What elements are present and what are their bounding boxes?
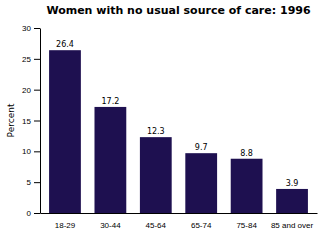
y-tick: 10 [22, 147, 40, 156]
bar [140, 137, 172, 213]
bar [49, 50, 81, 213]
x-tick: 30-44 [100, 221, 121, 230]
y-tick-mark [34, 28, 40, 29]
x-tick: 85 and over [271, 221, 314, 230]
x-tick-label: 18-29 [55, 221, 76, 230]
y-tick-label: 15 [22, 117, 31, 126]
y-tick-mark [34, 121, 40, 122]
data-label: 26.4 [56, 40, 74, 49]
y-tick-mark [34, 151, 40, 152]
plot: 0 5 10 15 20 25 30 18-29 30-44 45-64 65-74 75-84 85 … [22, 24, 317, 230]
x-tick: 75-84 [236, 221, 257, 230]
y-tick: 25 [22, 55, 40, 64]
bars [49, 50, 308, 213]
x-tick-label: 85 and over [271, 221, 314, 230]
data-label: 17.2 [101, 97, 119, 106]
y-tick-mark [34, 182, 40, 183]
y-tick-label: 25 [22, 55, 31, 64]
bar [276, 189, 308, 213]
bar [231, 159, 263, 213]
y-tick-label: 10 [22, 147, 31, 156]
x-tick-label: 65-74 [191, 221, 212, 230]
data-label: 3.9 [286, 179, 299, 188]
title: Women with no usual source of care: 1996 [46, 4, 311, 17]
x-axis: 18-29 30-44 45-64 65-74 75-84 85 and over [41, 214, 318, 230]
y-tick: 5 [27, 178, 40, 187]
x-tick-label: 45-64 [146, 221, 167, 230]
x-axis-line [41, 213, 318, 214]
x-tick: 65-74 [191, 221, 212, 230]
data-labels: 26.4 17.2 12.3 9.7 8.8 3.9 [56, 40, 298, 188]
data-label: 9.7 [195, 143, 208, 152]
y-axis: 0 5 10 15 20 25 30 [22, 24, 40, 218]
y-tick-mark [34, 59, 40, 60]
x-tick: 45-64 [146, 221, 167, 230]
y-tick: 20 [22, 86, 40, 95]
bar [94, 107, 126, 213]
data-label: 8.8 [240, 149, 253, 158]
y-tick-mark [34, 90, 40, 91]
y-tick-label: 20 [22, 86, 31, 95]
y-axis-title: Percent [6, 103, 16, 137]
chart: 0 5 10 15 20 25 30 18-29 30-44 45-64 65-74 75-84 85 … [0, 0, 325, 235]
y-tick-label: 0 [27, 209, 32, 218]
x-tick: 18-29 [55, 221, 76, 230]
bar [185, 153, 217, 213]
y-axis-line [40, 29, 41, 214]
data-label: 12.3 [147, 127, 165, 136]
x-tick-label: 30-44 [100, 221, 121, 230]
y-tick-label: 30 [22, 24, 31, 33]
y-tick: 30 [22, 24, 40, 33]
y-tick-label: 5 [27, 178, 32, 187]
y-tick-mark [34, 213, 40, 214]
x-tick-label: 75-84 [236, 221, 257, 230]
y-tick: 15 [22, 117, 40, 126]
y-tick: 0 [27, 209, 40, 218]
